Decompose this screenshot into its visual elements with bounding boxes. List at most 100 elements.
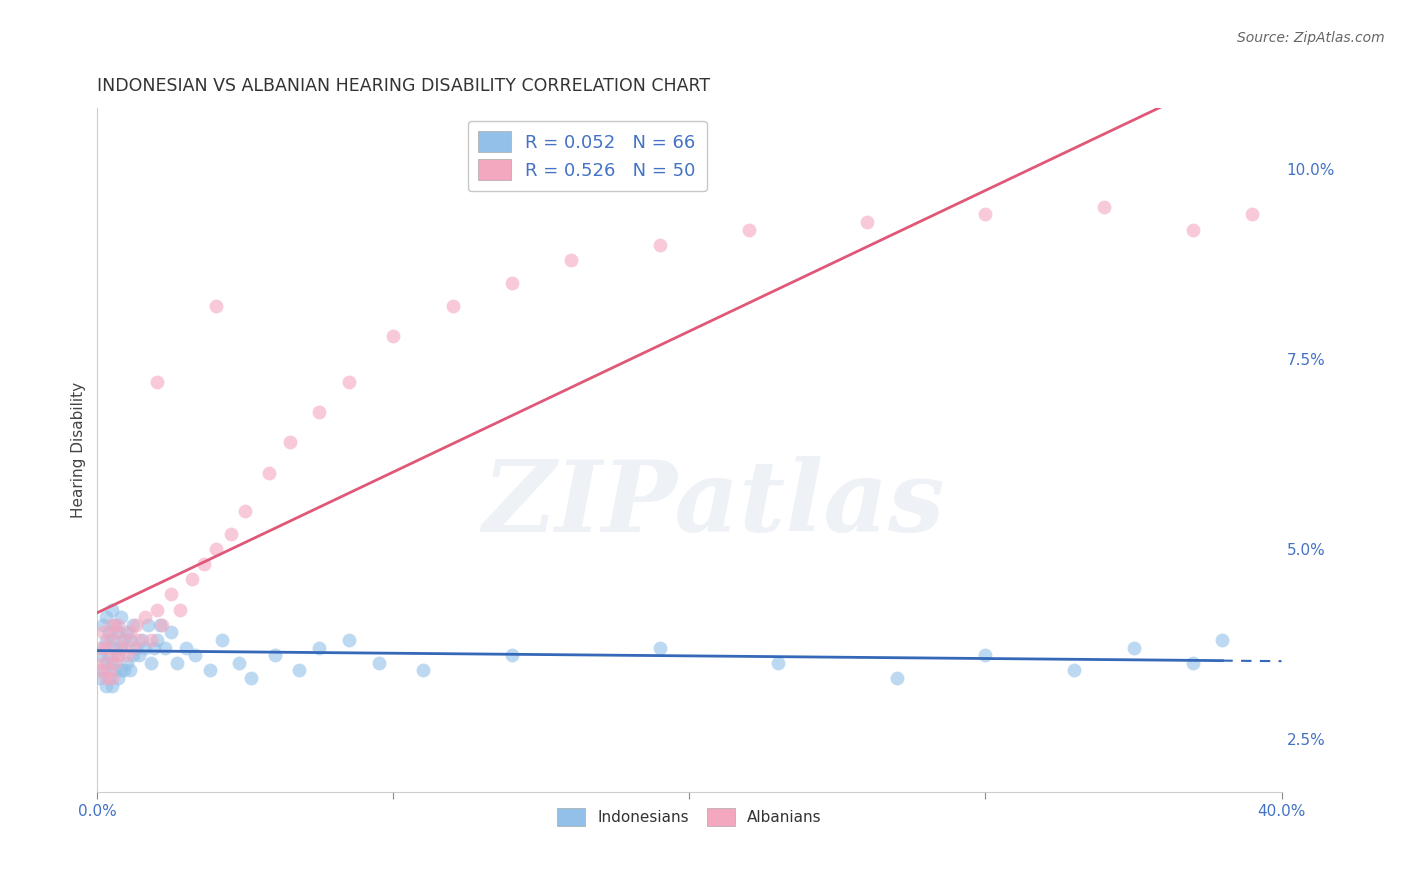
Point [101,679,124,693]
Point [107,625,129,640]
Point [737,222,759,236]
Point [166,656,188,670]
Point [228,656,250,670]
Point [308,405,330,419]
Point [96,679,118,693]
Point [89,648,111,663]
Point [101,648,124,663]
Point [257,466,280,480]
Point [211,632,233,647]
Point [1240,207,1263,221]
Point [115,625,138,640]
Point [98,625,121,640]
Point [110,640,132,655]
Point [112,632,135,647]
Point [337,632,360,647]
Point [96,671,118,685]
Point [110,640,132,655]
Point [110,664,132,678]
Point [101,656,124,670]
Point [136,617,159,632]
Point [134,640,156,655]
Point [115,648,138,663]
Point [101,617,124,632]
Point [91,625,114,640]
Point [337,375,360,389]
Point [91,617,114,632]
Text: ZIPatlas: ZIPatlas [482,457,945,553]
Point [101,671,124,685]
Point [125,640,148,655]
Point [142,640,165,655]
Point [89,640,111,655]
Point [104,640,127,655]
Point [193,557,215,571]
Point [89,664,111,678]
Point [118,625,141,640]
Y-axis label: Hearing Disability: Hearing Disability [72,382,86,518]
Point [648,640,671,655]
Point [204,541,226,556]
Point [278,435,301,450]
Point [145,632,167,647]
Point [169,602,191,616]
Point [112,664,135,678]
Point [96,656,118,670]
Legend: Indonesians, Albanians: Indonesians, Albanians [551,802,828,832]
Point [115,656,138,670]
Point [98,632,121,647]
Point [1181,222,1204,236]
Point [412,664,434,678]
Point [382,329,405,343]
Point [219,526,242,541]
Point [974,207,997,221]
Point [134,610,156,624]
Point [1181,656,1204,670]
Point [122,640,145,655]
Point [112,632,135,647]
Point [152,617,174,632]
Point [160,587,183,601]
Point [122,648,145,663]
Point [101,602,124,616]
Point [367,656,389,670]
Text: Source: ZipAtlas.com: Source: ZipAtlas.com [1237,31,1385,45]
Point [101,632,124,647]
Point [104,617,127,632]
Point [198,664,221,678]
Point [118,664,141,678]
Point [107,617,129,632]
Point [131,632,153,647]
Point [98,671,121,685]
Point [110,610,132,624]
Point [107,648,129,663]
Point [104,625,127,640]
Point [184,648,207,663]
Point [107,648,129,663]
Point [768,656,790,670]
Point [89,671,111,685]
Point [1211,632,1233,647]
Point [104,664,127,678]
Point [181,572,204,586]
Point [886,671,908,685]
Point [91,656,114,670]
Point [974,648,997,663]
Point [98,648,121,663]
Point [128,632,150,647]
Point [308,640,330,655]
Point [1092,200,1115,214]
Point [139,656,162,670]
Point [235,504,257,518]
Text: INDONESIAN VS ALBANIAN HEARING DISABILITY CORRELATION CHART: INDONESIAN VS ALBANIAN HEARING DISABILIT… [97,78,710,95]
Point [91,640,114,655]
Point [501,648,523,663]
Point [145,602,167,616]
Point [264,648,287,663]
Point [174,640,197,655]
Point [204,299,226,313]
Point [560,253,582,268]
Point [98,664,121,678]
Point [1063,664,1085,678]
Point [648,238,671,252]
